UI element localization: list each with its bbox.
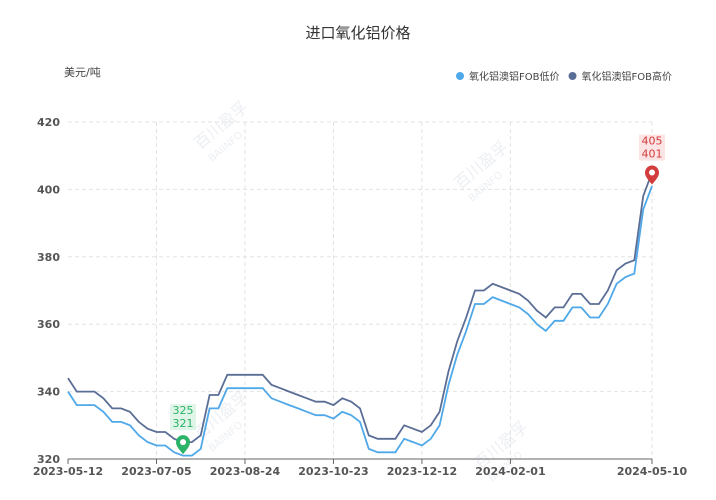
- y-tick-label: 420: [37, 116, 60, 129]
- y-tick-label: 380: [37, 251, 60, 264]
- marker-label-bg: [639, 147, 665, 161]
- y-tick-label: 400: [37, 183, 60, 196]
- series-line: [67, 172, 653, 443]
- legend-label: 氧化铝澳铝FOB高价: [582, 70, 672, 83]
- marker-label: 321: [173, 417, 194, 430]
- y-tick-label: 320: [37, 453, 60, 466]
- x-tick-label: 2023-10-23: [298, 465, 368, 478]
- marker-label-bg: [639, 134, 665, 148]
- marker-label: 405: [642, 135, 663, 148]
- legend-marker: [456, 72, 465, 80]
- marker-label: 325: [173, 404, 194, 417]
- marker-dot: [180, 439, 187, 446]
- marker-label: 401: [642, 148, 663, 161]
- y-tick-label: 340: [37, 386, 60, 399]
- legend-label: 氧化铝澳铝FOB低价: [469, 70, 559, 83]
- legend-marker: [568, 72, 577, 80]
- marker-label-bg: [170, 417, 197, 431]
- marker-label-bg: [170, 404, 197, 418]
- x-tick-label: 2024-02-01: [475, 465, 545, 478]
- x-tick-label: 2023-12-12: [387, 465, 457, 478]
- chart-title: 进口氧化铝价格: [305, 24, 410, 42]
- y-unit: 美元/吨: [64, 66, 101, 79]
- series-line: [67, 185, 653, 457]
- x-tick-label: 2024-05-10: [617, 465, 688, 478]
- y-tick-label: 360: [37, 318, 60, 331]
- x-tick-label: 2023-07-05: [121, 465, 191, 478]
- x-tick-label: 2023-05-12: [33, 465, 103, 478]
- marker-dot: [649, 169, 655, 176]
- x-tick-label: 2023-08-24: [210, 465, 281, 478]
